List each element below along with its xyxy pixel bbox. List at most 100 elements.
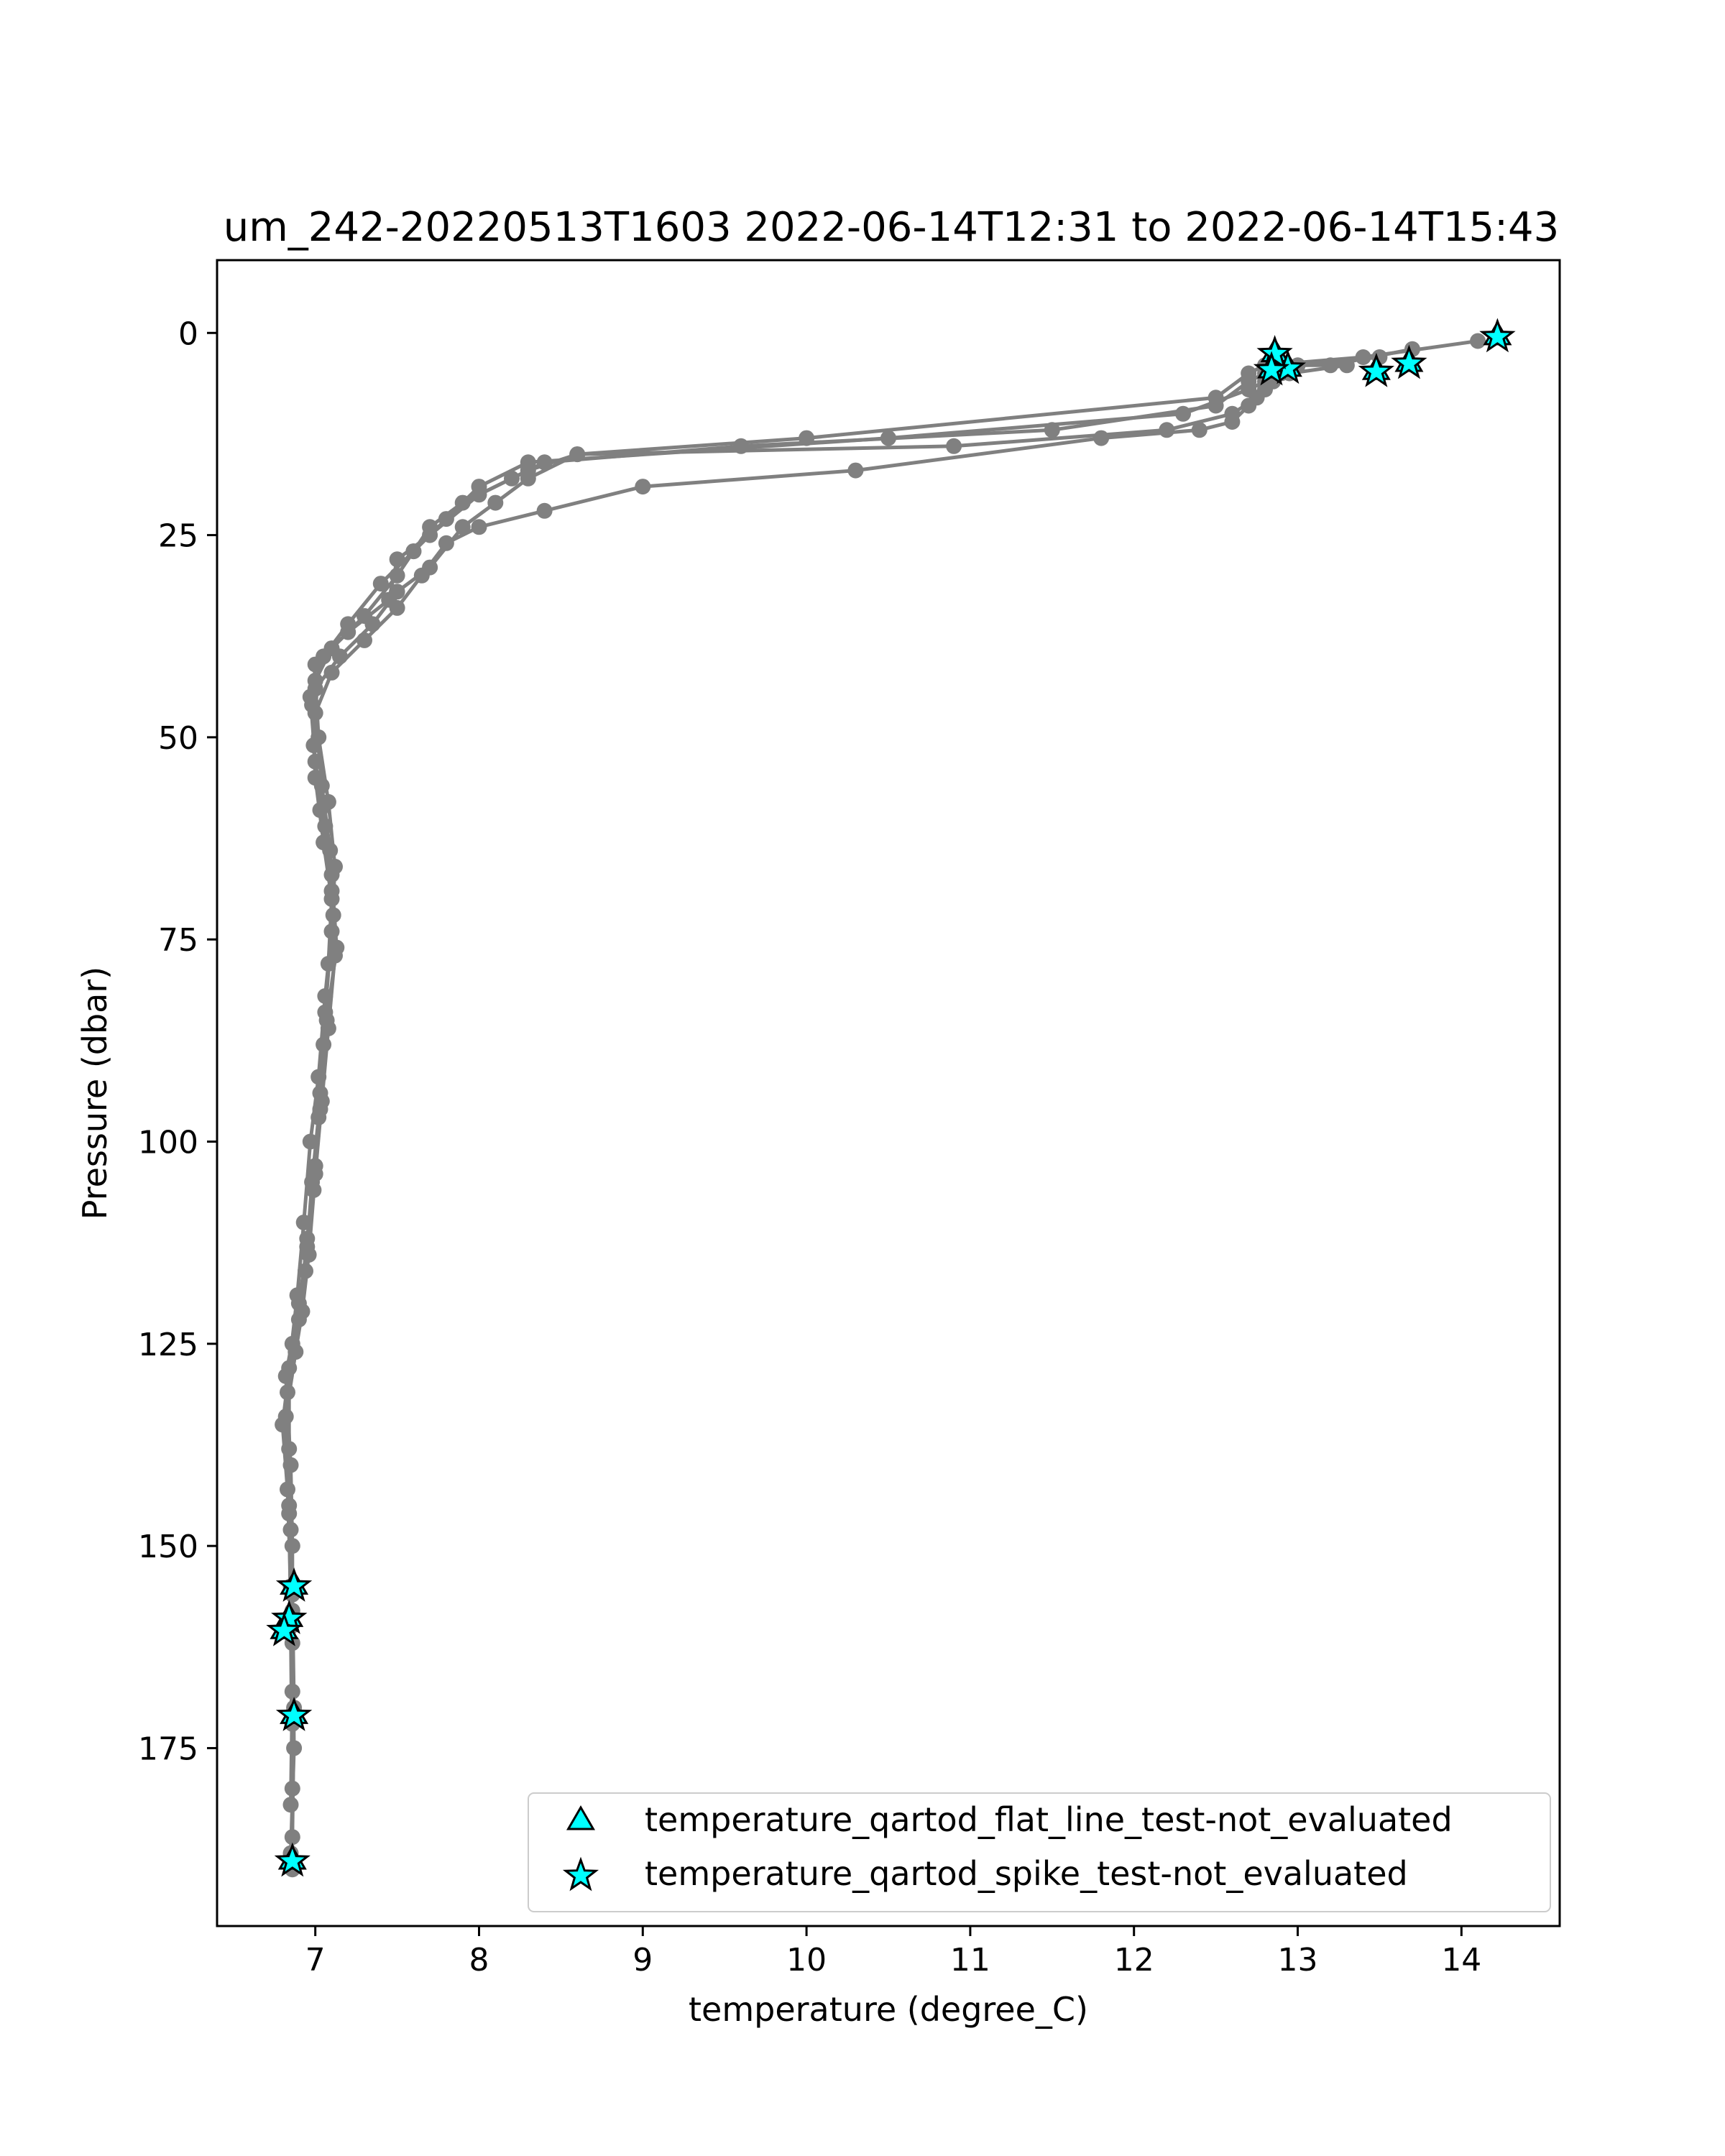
plot-frame bbox=[216, 259, 1561, 1927]
profile-point bbox=[364, 616, 381, 632]
profile-point bbox=[1191, 422, 1208, 438]
y-tick-label: 175 bbox=[138, 1731, 198, 1767]
profile-point bbox=[880, 430, 896, 446]
triangle-legend-symbol bbox=[566, 1805, 596, 1830]
profile-point bbox=[305, 1182, 322, 1198]
profile-point bbox=[372, 576, 389, 592]
profile-point bbox=[946, 438, 962, 454]
star-flag-marker bbox=[1269, 349, 1307, 384]
profile-point bbox=[281, 1441, 298, 1457]
profile-point bbox=[635, 479, 651, 495]
y-tick-label: 125 bbox=[138, 1327, 198, 1363]
profile-point bbox=[317, 988, 334, 1004]
profile-point bbox=[1159, 422, 1175, 438]
profile-point bbox=[389, 599, 405, 616]
x-tick-label: 13 bbox=[1278, 1942, 1318, 1978]
profile-point bbox=[471, 479, 487, 495]
profile-point bbox=[307, 705, 323, 722]
legend-marker-star bbox=[562, 1856, 599, 1892]
profile-point bbox=[1338, 357, 1355, 374]
y-axis-ticks: 0 25 50 75 100 125 150 175 bbox=[138, 315, 217, 1767]
x-tick-label: 14 bbox=[1441, 1942, 1481, 1978]
star-flag-marker bbox=[1253, 351, 1290, 386]
x-tick-label: 11 bbox=[950, 1942, 990, 1978]
x-axis-ticks: 7 8 9 10 11 12 13 14 bbox=[305, 1926, 1481, 1978]
profile-point bbox=[422, 519, 438, 535]
profile-point bbox=[569, 446, 586, 463]
legend: temperature_qartod_flat_line_test-not_ev… bbox=[528, 1792, 1551, 1912]
profile-point bbox=[847, 462, 864, 479]
profile-point bbox=[295, 1215, 312, 1230]
chart-title: um_242-20220513T1603 2022-06-14T12:31 to… bbox=[224, 204, 1560, 251]
profile-point bbox=[438, 535, 454, 551]
profile-line-3 bbox=[280, 363, 1348, 1805]
profile-point bbox=[536, 502, 553, 519]
star-flag-marker bbox=[266, 1611, 303, 1646]
legend-marker-triangle bbox=[566, 1805, 596, 1830]
profile-point bbox=[275, 1416, 291, 1433]
star-flag-marker bbox=[1479, 318, 1516, 353]
profile-point bbox=[307, 681, 323, 697]
y-tick-label: 75 bbox=[158, 922, 198, 959]
profile-line-1 bbox=[285, 347, 1413, 1789]
star-flag-marker bbox=[1391, 344, 1427, 379]
profile-point bbox=[1470, 333, 1486, 349]
profile-point bbox=[340, 616, 356, 632]
profile-line-2 bbox=[284, 355, 1380, 1838]
x-tick-label: 10 bbox=[786, 1942, 827, 1978]
y-tick-label: 150 bbox=[138, 1529, 198, 1565]
legend-label-flat-line: temperature_qartod_flat_line_test-not_ev… bbox=[645, 1800, 1453, 1839]
profile-point bbox=[1224, 414, 1241, 430]
profile-point bbox=[313, 778, 330, 794]
profile-point bbox=[316, 648, 332, 665]
profile-point bbox=[1093, 430, 1110, 446]
y-tick-label: 50 bbox=[158, 720, 198, 757]
profile-point bbox=[356, 632, 372, 648]
profile-point bbox=[1257, 382, 1273, 397]
profile-point bbox=[405, 543, 422, 560]
x-tick-label: 12 bbox=[1114, 1942, 1154, 1978]
profile-point bbox=[331, 648, 348, 665]
profile-point bbox=[471, 519, 487, 535]
profile-point bbox=[281, 1360, 298, 1376]
profile-point bbox=[1175, 405, 1191, 422]
profile-point bbox=[282, 1521, 299, 1538]
profile-point bbox=[280, 1481, 295, 1498]
star-legend-symbol bbox=[562, 1856, 599, 1892]
profile-line-4 bbox=[287, 372, 1283, 1870]
profile-point bbox=[413, 567, 430, 584]
flag-markers bbox=[266, 318, 1516, 1877]
x-tick-label: 9 bbox=[632, 1942, 653, 1978]
profile-point bbox=[310, 1069, 327, 1085]
legend-box bbox=[528, 1792, 1551, 1912]
profile-point bbox=[1241, 397, 1257, 414]
profile-point bbox=[520, 454, 536, 471]
profile-point bbox=[323, 664, 340, 681]
profile-point bbox=[454, 519, 471, 535]
profile-point bbox=[389, 584, 405, 600]
profile-line-0 bbox=[284, 339, 1478, 1853]
y-tick-label: 25 bbox=[158, 518, 198, 555]
profile-point bbox=[289, 1287, 305, 1304]
profile-point bbox=[328, 939, 345, 956]
y-axis-label: Pressure (dbar) bbox=[75, 967, 114, 1220]
star-flag-marker bbox=[1358, 352, 1395, 387]
star-flag-marker bbox=[275, 1696, 313, 1731]
profile-point bbox=[487, 494, 504, 511]
profile-point bbox=[520, 470, 536, 487]
profile-point bbox=[322, 842, 339, 859]
y-tick-label: 0 bbox=[178, 315, 198, 352]
star-flag-marker bbox=[274, 1842, 310, 1877]
plot-area bbox=[275, 333, 1486, 1878]
profile-point bbox=[438, 511, 454, 528]
profile-point bbox=[302, 1133, 318, 1150]
legend-label-spike: temperature_qartod_spike_test-not_evalua… bbox=[645, 1854, 1408, 1893]
x-tick-label: 8 bbox=[469, 1942, 489, 1978]
x-axis-label: temperature (degree_C) bbox=[689, 1990, 1088, 2029]
star-flag-marker bbox=[275, 1567, 313, 1602]
profile-point bbox=[504, 470, 520, 487]
y-tick-label: 100 bbox=[138, 1125, 198, 1161]
profile-point bbox=[325, 907, 341, 923]
x-tick-label: 7 bbox=[305, 1942, 326, 1978]
